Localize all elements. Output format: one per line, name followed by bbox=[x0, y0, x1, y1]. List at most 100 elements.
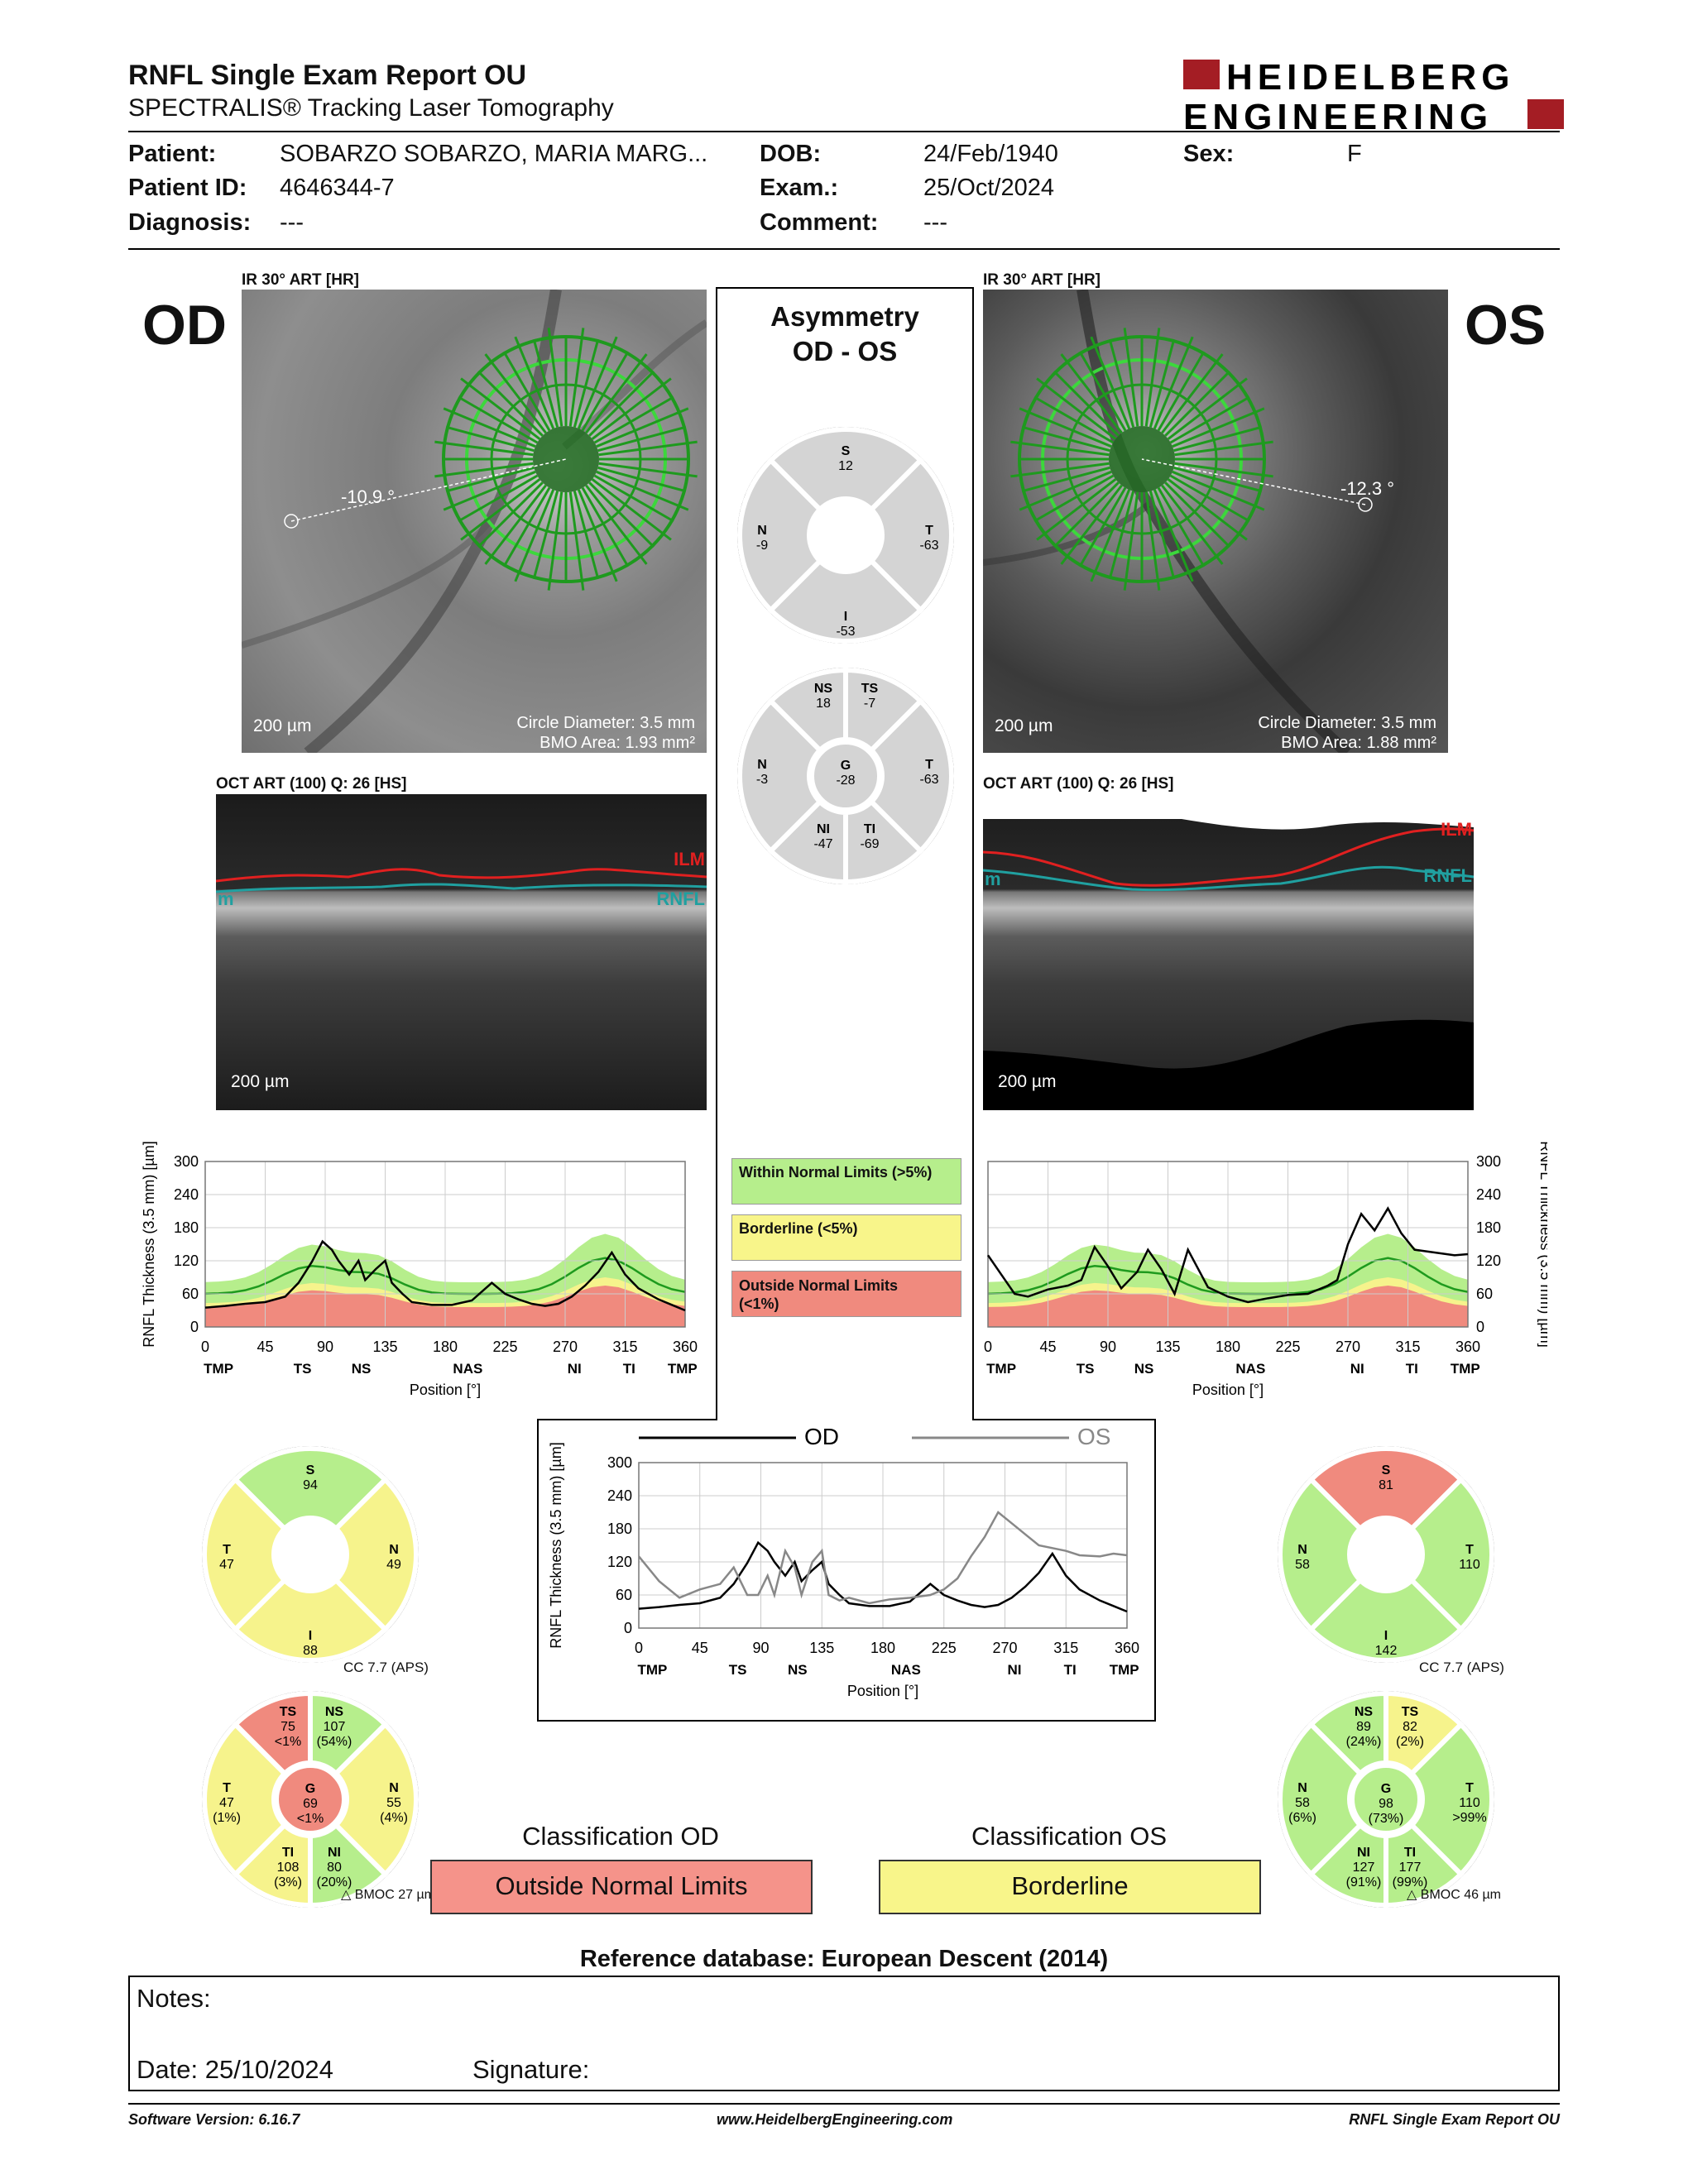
od-cc-label: CC 7.7 (APS) bbox=[343, 1660, 429, 1675]
od-classification-title: Classification OD bbox=[522, 1822, 719, 1851]
patient-name: SOBARZO SOBARZO, MARIA MARG... bbox=[280, 141, 708, 167]
G-label-1: 69 bbox=[303, 1797, 318, 1811]
od-bmo-area: BMO Area: 1.93 mm² bbox=[539, 734, 695, 752]
y-tick-label: 240 bbox=[1476, 1186, 1501, 1203]
reference-database: Reference database: European Descent (20… bbox=[579, 1946, 1109, 1972]
legend-label-od: OD bbox=[804, 1426, 839, 1449]
legend-within-normal: Within Normal Limits (>5%) bbox=[731, 1158, 961, 1205]
T-sector bbox=[202, 1721, 289, 1878]
report-subtitle: SPECTRALIS® Tracking Laser Tomography bbox=[128, 94, 614, 122]
x-tick-label: 360 bbox=[1115, 1640, 1139, 1656]
patient-id: 4646344-7 bbox=[280, 175, 395, 201]
sector-label: NI bbox=[1350, 1361, 1364, 1377]
y-tick-label: 240 bbox=[174, 1186, 199, 1203]
website-link[interactable]: www.HeidelbergEngineering.com bbox=[717, 2111, 953, 2128]
NS-label-2: (54%) bbox=[317, 1735, 352, 1749]
x-tick-label: 0 bbox=[984, 1339, 992, 1355]
patient-id-label: Patient ID: bbox=[128, 175, 247, 201]
footer-report-name: RNFL Single Exam Report OU bbox=[1349, 2111, 1560, 2128]
os-ilm-label: ILM bbox=[1441, 819, 1472, 840]
N-label-0: N bbox=[757, 758, 767, 772]
x-tick-label: 0 bbox=[201, 1339, 209, 1355]
TI-label-0: TI bbox=[864, 822, 875, 836]
NS-label-1: 89 bbox=[1356, 1720, 1371, 1734]
patient-label: Patient: bbox=[128, 141, 217, 167]
sex-label: Sex: bbox=[1183, 141, 1235, 167]
sector-label: TMP bbox=[986, 1361, 1016, 1377]
N-label-2: (6%) bbox=[1288, 1811, 1316, 1825]
I-label-1: -53 bbox=[836, 625, 855, 639]
x-tick-label: 360 bbox=[673, 1339, 698, 1355]
TI-label-1: 108 bbox=[277, 1861, 300, 1875]
y-tick-label: 60 bbox=[182, 1286, 199, 1302]
TS-label-0: TS bbox=[1402, 1705, 1419, 1719]
dob: 24/Feb/1940 bbox=[923, 141, 1058, 167]
NI-label-0: NI bbox=[817, 822, 830, 836]
os-rnfl-label: RNFL bbox=[1423, 865, 1472, 886]
T-label-0: T bbox=[925, 524, 933, 538]
os-oct-image: ILM RNFL m 200 µm bbox=[983, 794, 1474, 1110]
os-circle-diameter: Circle Diameter: 3.5 mm bbox=[1258, 714, 1436, 732]
series-line-os bbox=[638, 1511, 1128, 1605]
sector-label: NAS bbox=[453, 1361, 482, 1377]
x-axis-label: Position [°] bbox=[410, 1382, 481, 1398]
asymmetry-title-line1: Asymmetry bbox=[770, 301, 919, 332]
T-label-0: T bbox=[925, 758, 933, 772]
TS-label-1: 75 bbox=[281, 1720, 295, 1734]
x-tick-label: 315 bbox=[1053, 1640, 1078, 1656]
asymmetry-title-line2: OD - OS bbox=[792, 336, 898, 366]
T-label-1: 110 bbox=[1459, 1796, 1480, 1810]
os-eye-label: OS bbox=[1465, 294, 1547, 357]
od-eye-label: OD bbox=[142, 294, 227, 357]
notes-box[interactable]: Notes: Date: 25/10/2024 Signature: bbox=[128, 1976, 1560, 2091]
series-line-os bbox=[986, 1206, 1469, 1304]
od-circle-diameter: Circle Diameter: 3.5 mm bbox=[516, 714, 695, 732]
os-ir-scale: 200 µm bbox=[995, 716, 1053, 735]
os-fundus-image: -12.3 ° 200 µm Circle Diameter: 3.5 mm B… bbox=[983, 290, 1448, 753]
x-tick-label: 315 bbox=[1395, 1339, 1420, 1355]
x-tick-label: 270 bbox=[1336, 1339, 1360, 1355]
delta-icon: △ bbox=[341, 1888, 352, 1902]
TI-label-2: (3%) bbox=[274, 1875, 302, 1889]
x-tick-label: 270 bbox=[553, 1339, 578, 1355]
diagnosis-label: Diagnosis: bbox=[128, 209, 252, 236]
x-tick-label: 135 bbox=[809, 1640, 834, 1656]
y-tick-label: 180 bbox=[174, 1219, 199, 1236]
NI-label-2: (20%) bbox=[317, 1875, 352, 1889]
T-label-1: -63 bbox=[919, 539, 938, 553]
x-tick-label: 90 bbox=[317, 1339, 333, 1355]
NI-label-2: (91%) bbox=[1346, 1875, 1382, 1889]
NI-label-0: NI bbox=[1357, 1846, 1370, 1860]
x-axis-label: Position [°] bbox=[847, 1683, 918, 1699]
od-rnfl-label: RNFL bbox=[656, 888, 705, 909]
y-axis-label: RNFL Thickness (3.5 mm) [µm] bbox=[141, 1142, 157, 1348]
N-label-1: -3 bbox=[756, 773, 768, 787]
G-label-2: (73%) bbox=[1369, 1812, 1404, 1826]
ou-overlay-chart: 0 60 120 180 240 300 0 45 90 135 180 225 270 315 360 TM… bbox=[548, 1426, 1139, 1699]
header-rule bbox=[128, 131, 1560, 132]
T-label-2: (1%) bbox=[213, 1811, 241, 1825]
I-label-0: I bbox=[844, 610, 847, 624]
NI-label-1: 127 bbox=[1353, 1861, 1375, 1875]
sector-label: TMP bbox=[204, 1361, 233, 1377]
sector-label: NI bbox=[1007, 1662, 1021, 1678]
y-tick-label: 120 bbox=[174, 1252, 199, 1269]
y-tick-label: 120 bbox=[1476, 1252, 1501, 1269]
sector-label: TI bbox=[1406, 1361, 1418, 1377]
T-label-0: T bbox=[1465, 1781, 1474, 1795]
S-label-0: S bbox=[306, 1463, 315, 1478]
exam-date: 25/Oct/2024 bbox=[923, 175, 1054, 201]
os-classification-result: Borderline bbox=[879, 1860, 1261, 1914]
G-sector bbox=[1351, 1765, 1421, 1834]
x-tick-label: 45 bbox=[257, 1339, 273, 1355]
NS-label-0: NS bbox=[814, 682, 833, 696]
y-axis-label: RNFL Thickness (3.5 mm) [µm] bbox=[548, 1442, 564, 1648]
sector-label: TI bbox=[623, 1361, 635, 1377]
od-ir-scale: 200 µm bbox=[253, 716, 312, 735]
legend-outside-normal-line1: Outside Normal Limits bbox=[739, 1277, 899, 1294]
sector-label: TMP bbox=[1110, 1662, 1139, 1678]
y-tick-label: 60 bbox=[1476, 1286, 1493, 1302]
TS-label-0: TS bbox=[861, 682, 879, 696]
T-sector bbox=[867, 697, 954, 855]
